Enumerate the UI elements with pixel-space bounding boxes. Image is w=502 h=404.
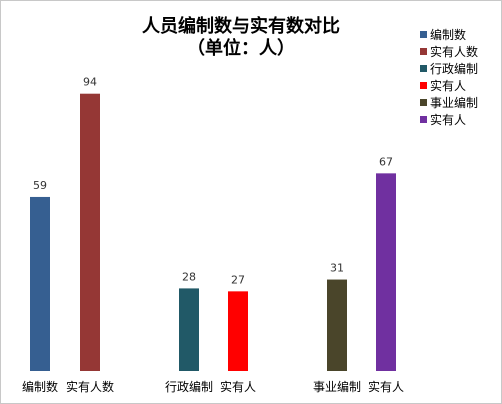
legend-swatch-3 [420,65,427,72]
bar-2 [80,93,100,371]
value-label-3: 28 [182,270,196,283]
legend-label-3: 行政编制 [430,61,478,76]
legend-label-2: 实有人数 [430,44,478,59]
category-label-3: 行政编制 [165,379,213,394]
value-label-5: 31 [330,262,344,275]
legend-label-6: 实有人 [430,112,466,127]
category-label-6: 实有人 [368,379,404,394]
bar-3 [179,288,199,371]
legend-swatch-2 [420,48,427,55]
category-label-5: 事业编制 [313,379,361,394]
bar-6 [376,173,396,371]
bar-5 [327,279,347,371]
chart-subtitle: （单位：人） [187,37,295,59]
legend-swatch-4 [420,82,427,89]
bar-4 [228,291,248,371]
legend-swatch-5 [420,99,427,106]
legend-label-1: 编制数 [430,27,466,42]
category-label-1: 编制数 [22,379,58,394]
bar-1 [30,196,50,371]
value-label-2: 94 [83,76,97,89]
legend-label-4: 实有人 [430,78,466,93]
category-labels-group: 编制数 实有人数 行政编制 实有人 事业编制 实有人 [22,379,404,394]
legend-swatch-1 [420,31,427,38]
chart-title: 人员编制数与实有数对比 [142,15,340,37]
category-label-4: 实有人 [220,379,256,394]
value-labels-group: 59 94 28 27 31 67 [33,76,393,287]
legend-label-5: 事业编制 [430,95,478,110]
category-label-2: 实有人数 [66,379,114,394]
value-label-1: 59 [33,179,47,192]
value-label-4: 27 [231,273,245,286]
value-label-6: 67 [379,155,393,168]
bars-group [30,93,396,371]
legend-swatch-6 [420,116,427,123]
